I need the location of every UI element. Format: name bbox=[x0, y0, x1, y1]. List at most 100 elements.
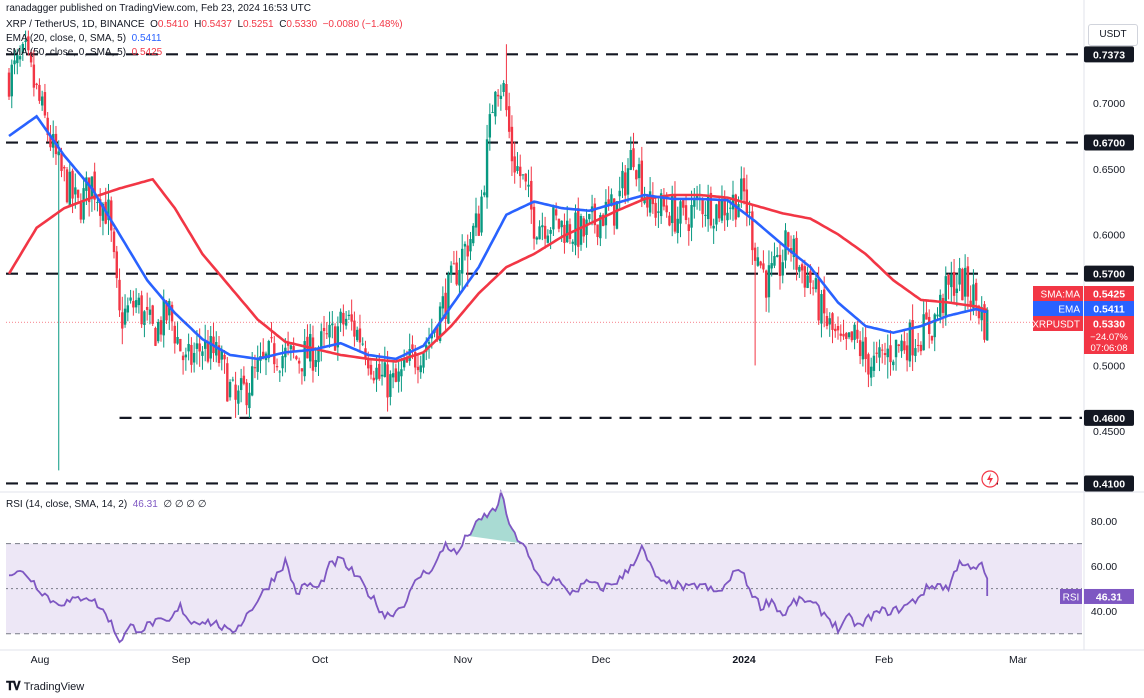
candle-body bbox=[554, 209, 558, 216]
candle-body bbox=[245, 382, 248, 406]
last-price-value: 0.5330 bbox=[1093, 319, 1125, 331]
candle-body bbox=[574, 212, 577, 246]
ema-legend-value: 0.5411 bbox=[131, 33, 162, 44]
candle-body bbox=[85, 177, 88, 191]
last-price-name: XRPUSDT bbox=[1032, 320, 1080, 331]
candle-body bbox=[286, 342, 290, 346]
time-tick-5: 2024 bbox=[732, 654, 756, 666]
candle-body bbox=[270, 337, 273, 339]
price-tag-name-1: EMA bbox=[1058, 305, 1080, 316]
candle-body bbox=[436, 326, 439, 339]
candle-body bbox=[878, 347, 881, 358]
candle-body bbox=[646, 195, 649, 208]
candle-body bbox=[762, 263, 765, 270]
candle-body bbox=[690, 205, 693, 228]
candle-body bbox=[405, 357, 409, 363]
candle-body bbox=[668, 215, 671, 226]
candle-body bbox=[800, 264, 804, 271]
candle-body bbox=[347, 314, 351, 317]
candle-body bbox=[748, 211, 751, 213]
candle-body bbox=[190, 344, 193, 365]
candle-body bbox=[63, 167, 66, 169]
candle-body bbox=[532, 206, 536, 239]
time-tick-3: Nov bbox=[454, 654, 473, 666]
rsi-legend-value: 46.31 bbox=[132, 499, 158, 510]
candle-body bbox=[864, 337, 867, 360]
candle-body bbox=[157, 321, 160, 342]
candle-body bbox=[858, 340, 862, 357]
candle-body bbox=[311, 337, 315, 371]
price-tag-name-bg-1 bbox=[1033, 301, 1083, 316]
legend-h-label: H bbox=[194, 19, 202, 30]
candle-body bbox=[720, 200, 724, 221]
price-pane[interactable] bbox=[6, 30, 1082, 485]
candle-body bbox=[737, 204, 740, 218]
candle-body bbox=[204, 339, 207, 349]
candle-body bbox=[317, 349, 320, 363]
currency-button[interactable]: USDT bbox=[1088, 24, 1138, 46]
legend-symbol: XRP / TetherUS, 1D, BINANCE bbox=[6, 19, 145, 30]
candle-body bbox=[165, 301, 168, 321]
candle-body bbox=[839, 333, 842, 336]
candle-body bbox=[806, 275, 809, 289]
candle-body bbox=[527, 184, 530, 187]
candle-body bbox=[936, 314, 939, 317]
candle-body bbox=[753, 247, 757, 261]
candle-body bbox=[234, 384, 237, 400]
candle-body bbox=[375, 367, 378, 380]
price-tick-4: 0.4500 bbox=[1093, 426, 1125, 438]
candle-body bbox=[908, 322, 912, 362]
candle-body bbox=[455, 262, 458, 285]
candle-body bbox=[637, 164, 641, 179]
candle-body bbox=[386, 364, 389, 398]
candle-body bbox=[162, 300, 165, 336]
legend-o-value: 0.5410 bbox=[157, 19, 189, 30]
candle-body bbox=[10, 64, 13, 97]
candle-body bbox=[834, 328, 837, 332]
candle-body bbox=[588, 213, 591, 220]
candle-body bbox=[958, 268, 961, 285]
candle-body bbox=[18, 56, 22, 60]
candle-body bbox=[391, 373, 395, 378]
candle-body bbox=[344, 318, 348, 326]
candle-body bbox=[444, 292, 447, 319]
candle-body bbox=[803, 266, 807, 288]
candle-body bbox=[684, 205, 688, 221]
level-label-1: 0.6700 bbox=[1093, 138, 1125, 150]
candle-body bbox=[76, 189, 80, 198]
candle-body bbox=[621, 170, 624, 189]
candle-body bbox=[325, 333, 328, 335]
candle-body bbox=[767, 265, 771, 298]
candle-body bbox=[209, 335, 212, 359]
candle-body bbox=[289, 345, 293, 350]
candle-body bbox=[687, 224, 690, 232]
candle-body bbox=[394, 368, 398, 382]
candle-body bbox=[543, 225, 547, 239]
candle-body bbox=[563, 224, 566, 243]
candle-body bbox=[579, 216, 583, 245]
rsi-pane[interactable] bbox=[6, 488, 1082, 644]
footer-brand[interactable]: 𝐓𝐕 TradingView bbox=[6, 679, 84, 694]
price-tick-0: 0.7000 bbox=[1093, 98, 1125, 110]
candle-body bbox=[682, 200, 685, 208]
candle-body bbox=[427, 341, 431, 344]
candle-body bbox=[751, 211, 754, 251]
candle-body bbox=[496, 94, 500, 97]
candle-body bbox=[253, 367, 257, 369]
candle-body bbox=[530, 180, 533, 210]
candle-body bbox=[248, 392, 251, 409]
candle-body bbox=[57, 151, 60, 156]
candle-body bbox=[140, 295, 143, 325]
candle-body bbox=[662, 197, 666, 207]
candle-body bbox=[867, 354, 870, 375]
candle-body bbox=[516, 166, 519, 171]
legend-l-value: 0.5251 bbox=[243, 19, 274, 30]
candle-body bbox=[604, 201, 608, 226]
ema-legend: EMA (20, close, 0, SMA, 5) 0.5411 bbox=[6, 33, 161, 44]
candle-body bbox=[903, 341, 906, 351]
candle-body bbox=[593, 203, 597, 226]
candle-body bbox=[32, 64, 36, 88]
candle-body bbox=[610, 194, 613, 207]
candle-body bbox=[35, 83, 38, 86]
